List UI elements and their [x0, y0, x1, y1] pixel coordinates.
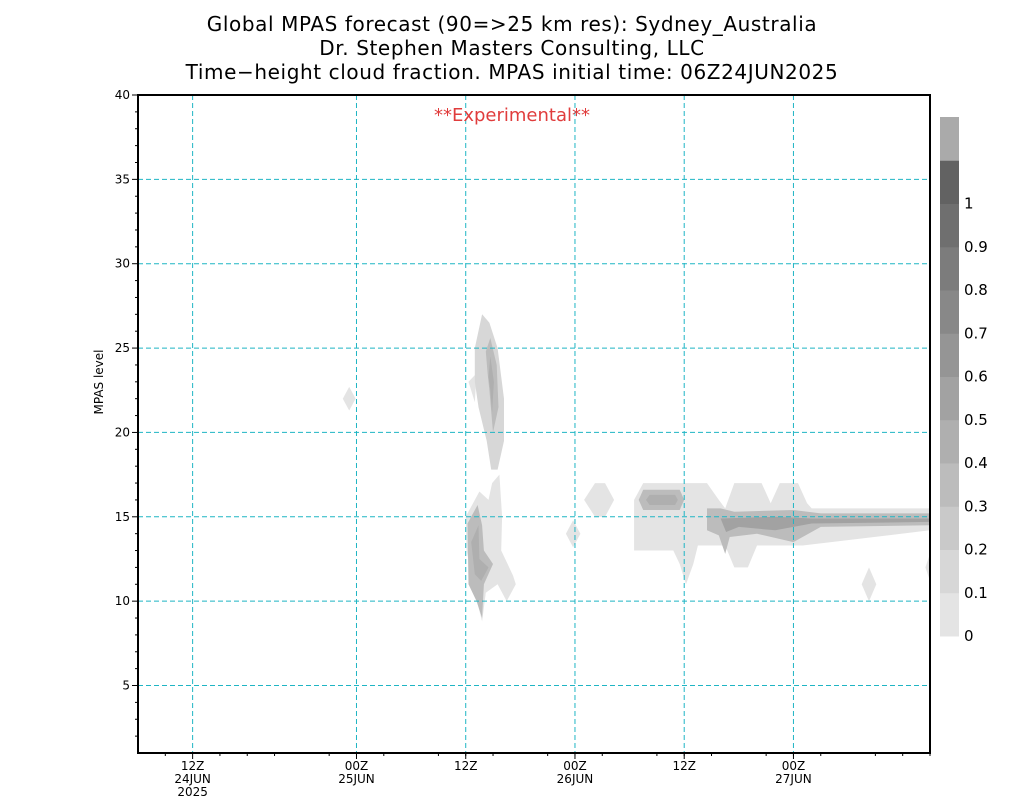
colorbar-swatch-3 [940, 463, 959, 507]
colorbar-label-4: 0.4 [964, 454, 988, 472]
x-tick-label-0-2: 2025 [177, 785, 208, 799]
cloud-region-4 [488, 356, 494, 413]
colorbar-swatch-5 [940, 376, 959, 421]
y-tick-label-3: 20 [115, 425, 130, 439]
colorbar-swatch-4 [940, 419, 959, 464]
cloud-region-12 [646, 494, 678, 505]
colorbar-swatch-0 [940, 592, 959, 637]
cloud-region-15 [861, 567, 877, 602]
colorbar-label-7: 0.7 [964, 324, 988, 342]
x-tick-label-0-1: 24JUN [174, 772, 211, 786]
colorbar-label-0: 0 [964, 627, 974, 645]
cloud-region-7 [471, 525, 489, 581]
cloud-region-0 [342, 386, 356, 411]
colorbar-label-6: 0.6 [964, 368, 988, 386]
colorbar-label-3: 0.3 [964, 497, 988, 515]
cloud-region-9 [584, 483, 615, 517]
colorbar-label-10: 1 [964, 195, 974, 213]
y-axis-label: MPAS level [92, 350, 106, 415]
y-tick-label-5: 30 [115, 257, 130, 271]
colorbar-label-9: 0.9 [964, 238, 988, 256]
chart-subtitle: Dr. Stephen Masters Consulting, LLC [319, 36, 705, 60]
y-tick-label-7: 40 [115, 88, 130, 102]
grid-lines [138, 95, 930, 753]
y-tick-label-4: 25 [115, 341, 130, 355]
colorbar-swatch-6 [940, 333, 959, 377]
y-axis: 5 10 15 20 25 30 35 40 [115, 88, 138, 737]
colorbar-swatch-11 [940, 117, 959, 161]
chart-description: Time−height cloud fraction. MPAS initial… [185, 60, 839, 84]
colorbar-swatch-10 [940, 160, 959, 204]
y-tick-label-6: 35 [115, 172, 130, 186]
colorbar-label-8: 0.8 [964, 281, 988, 299]
x-tick-label-1-1: 25JUN [338, 772, 375, 786]
y-tick-label-0: 5 [122, 679, 130, 693]
x-tick-label-2-0: 12Z [454, 759, 478, 773]
cloud-region-2 [474, 314, 504, 470]
colorbar-label-1: 0.1 [964, 584, 988, 602]
cloud-region-14 [720, 516, 930, 532]
cloud-regions [342, 314, 930, 622]
colorbar-swatch-1 [940, 549, 959, 594]
y-tick-label-2: 15 [115, 510, 130, 524]
x-tick-label-5-0: 00Z [782, 759, 806, 773]
x-tick-label-4-0: 12Z [672, 759, 696, 773]
x-tick-label-1-0: 00Z [345, 759, 369, 773]
colorbar-label-2: 0.2 [964, 541, 988, 559]
x-tick-label-0-0: 12Z [181, 759, 205, 773]
x-tick-label-3-1: 26JUN [557, 772, 594, 786]
colorbar: 0 0.1 0.2 0.3 0.4 0.5 0.6 0.7 0.8 0.9 1 [940, 117, 988, 645]
colorbar-swatch-8 [940, 246, 959, 291]
colorbar-swatch-2 [940, 506, 959, 550]
experimental-annotation: **Experimental** [434, 105, 590, 126]
cloud-region-16 [925, 553, 930, 581]
cloud-region-8 [565, 520, 581, 548]
x-tick-label-3-0: 00Z [563, 759, 587, 773]
cloud-region-1 [468, 373, 477, 403]
x-tick-label-5-1: 27JUN [775, 772, 812, 786]
colorbar-swatch-9 [940, 203, 959, 248]
colorbar-swatch-7 [940, 290, 959, 334]
colorbar-label-5: 0.5 [964, 411, 988, 429]
plot-frame [137, 94, 931, 754]
y-tick-label-1: 10 [115, 594, 130, 608]
chart-title: Global MPAS forecast (90=>25 km res): Sy… [206, 12, 818, 36]
